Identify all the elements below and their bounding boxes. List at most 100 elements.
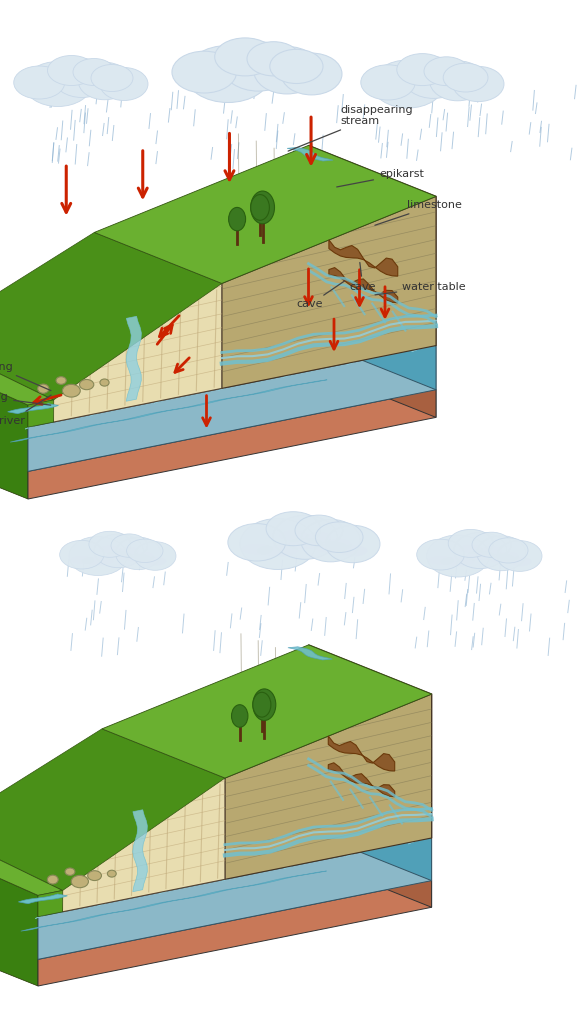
Text: epikarst: epikarst <box>337 170 424 187</box>
Ellipse shape <box>441 557 475 566</box>
Ellipse shape <box>338 545 368 557</box>
Polygon shape <box>309 788 431 881</box>
Ellipse shape <box>254 46 320 94</box>
Ellipse shape <box>481 546 503 555</box>
Polygon shape <box>28 390 436 499</box>
Polygon shape <box>126 316 141 401</box>
Ellipse shape <box>127 539 163 562</box>
Ellipse shape <box>257 545 299 557</box>
Polygon shape <box>329 240 398 276</box>
Ellipse shape <box>316 522 363 553</box>
Ellipse shape <box>269 71 305 84</box>
Polygon shape <box>0 830 63 895</box>
Text: spring: spring <box>0 361 51 390</box>
Polygon shape <box>94 145 436 284</box>
Ellipse shape <box>100 79 123 89</box>
Polygon shape <box>287 147 333 161</box>
Polygon shape <box>38 284 222 422</box>
Polygon shape <box>328 763 395 797</box>
Ellipse shape <box>278 529 308 542</box>
Polygon shape <box>48 778 225 911</box>
Ellipse shape <box>111 534 148 557</box>
Ellipse shape <box>186 73 222 86</box>
Polygon shape <box>329 267 398 303</box>
Ellipse shape <box>79 380 94 390</box>
Ellipse shape <box>295 515 343 546</box>
Ellipse shape <box>134 542 176 570</box>
Ellipse shape <box>58 72 85 82</box>
Ellipse shape <box>253 689 276 721</box>
Ellipse shape <box>251 195 269 220</box>
Polygon shape <box>0 729 225 891</box>
Ellipse shape <box>119 546 139 555</box>
Ellipse shape <box>56 377 66 384</box>
Ellipse shape <box>464 85 493 96</box>
Ellipse shape <box>427 535 489 577</box>
Text: water table: water table <box>375 283 466 295</box>
Polygon shape <box>0 232 222 400</box>
Ellipse shape <box>89 531 130 557</box>
Polygon shape <box>328 736 395 771</box>
Ellipse shape <box>67 79 98 89</box>
Polygon shape <box>28 400 53 427</box>
Ellipse shape <box>65 868 75 876</box>
Ellipse shape <box>443 63 488 92</box>
Polygon shape <box>133 810 148 892</box>
Ellipse shape <box>204 75 251 88</box>
Ellipse shape <box>273 515 338 559</box>
Polygon shape <box>0 348 28 499</box>
Ellipse shape <box>144 557 167 565</box>
Polygon shape <box>309 295 436 390</box>
Ellipse shape <box>424 56 469 86</box>
Ellipse shape <box>90 82 119 92</box>
Ellipse shape <box>60 541 104 569</box>
Ellipse shape <box>287 538 323 550</box>
Ellipse shape <box>403 56 464 98</box>
Text: limestone: limestone <box>375 200 462 225</box>
Ellipse shape <box>454 532 507 568</box>
Ellipse shape <box>82 73 105 83</box>
Ellipse shape <box>47 55 96 85</box>
Ellipse shape <box>98 545 121 554</box>
Ellipse shape <box>39 85 76 95</box>
Ellipse shape <box>91 65 133 91</box>
Ellipse shape <box>325 525 380 563</box>
Ellipse shape <box>477 536 526 570</box>
Ellipse shape <box>270 49 323 84</box>
Ellipse shape <box>466 551 495 561</box>
Text: spring: spring <box>0 392 51 406</box>
Polygon shape <box>28 345 436 471</box>
Ellipse shape <box>472 532 511 557</box>
Polygon shape <box>8 403 58 414</box>
Ellipse shape <box>228 523 285 561</box>
Ellipse shape <box>372 60 444 108</box>
Ellipse shape <box>228 57 262 71</box>
Ellipse shape <box>82 557 114 565</box>
Ellipse shape <box>417 540 464 570</box>
Ellipse shape <box>397 53 448 86</box>
Ellipse shape <box>116 538 161 569</box>
Ellipse shape <box>251 191 274 224</box>
Ellipse shape <box>24 61 91 106</box>
Text: disappearing
stream: disappearing stream <box>288 104 413 152</box>
Ellipse shape <box>172 51 237 93</box>
Polygon shape <box>309 831 431 907</box>
Ellipse shape <box>408 71 437 82</box>
Ellipse shape <box>417 79 450 90</box>
Ellipse shape <box>240 518 316 569</box>
Ellipse shape <box>135 552 155 560</box>
Ellipse shape <box>239 68 278 81</box>
Polygon shape <box>38 891 63 916</box>
Ellipse shape <box>73 58 115 85</box>
Ellipse shape <box>25 83 53 94</box>
Ellipse shape <box>388 85 428 96</box>
Polygon shape <box>21 871 327 931</box>
Ellipse shape <box>69 537 127 575</box>
Polygon shape <box>38 838 431 959</box>
Ellipse shape <box>215 38 276 76</box>
Ellipse shape <box>301 519 361 562</box>
Ellipse shape <box>111 85 137 95</box>
Polygon shape <box>19 894 67 904</box>
Polygon shape <box>225 694 431 880</box>
Ellipse shape <box>430 60 486 100</box>
